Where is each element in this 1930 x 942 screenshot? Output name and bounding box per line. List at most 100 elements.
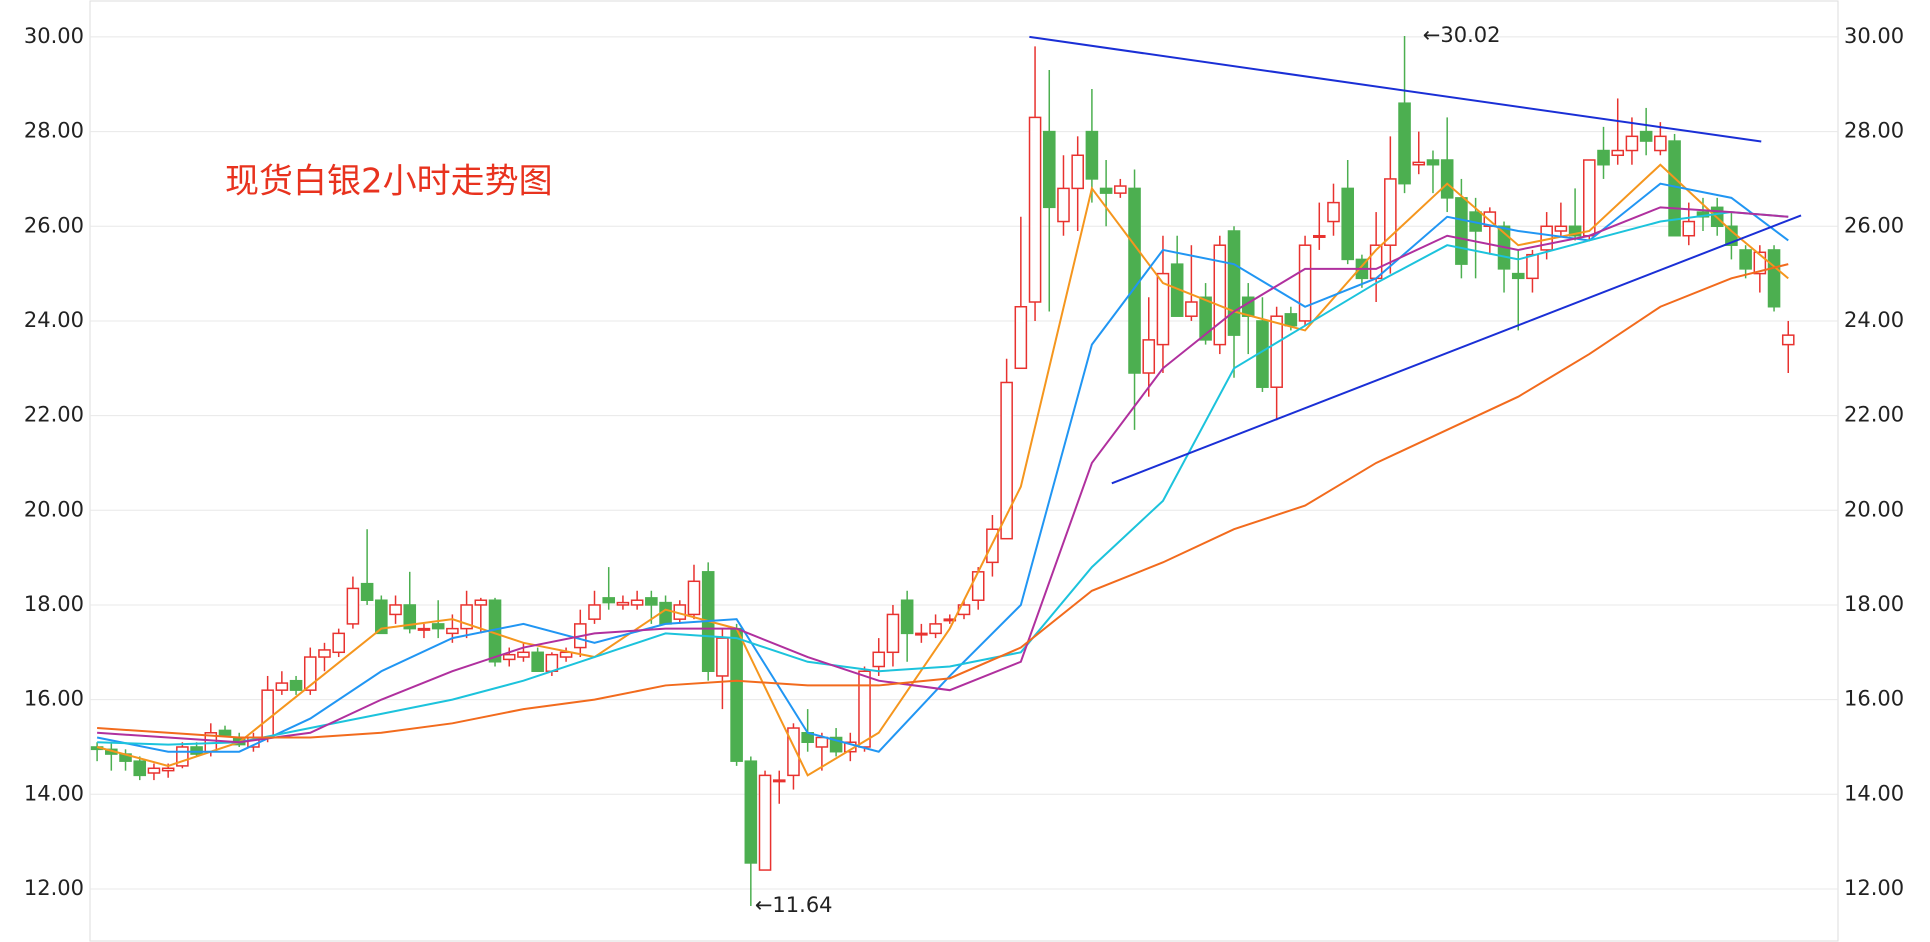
candle-body <box>190 746 203 755</box>
trend-line <box>1029 35 1762 143</box>
candle-body <box>1639 130 1653 142</box>
plot-area <box>89 0 1839 942</box>
candle-body <box>1312 234 1326 238</box>
annotation: ←11.64 <box>755 893 833 917</box>
candle-body <box>616 601 630 606</box>
candle-body <box>815 736 829 748</box>
moving-average-line <box>97 211 1789 746</box>
candle-body <box>1554 225 1568 232</box>
y-tick-label: 28.00 <box>24 119 84 143</box>
candle-body <box>261 689 274 739</box>
candle-body <box>1440 159 1454 199</box>
candle-body <box>218 729 232 736</box>
candle-body <box>1071 154 1084 190</box>
candle-body <box>1597 149 1610 166</box>
candle-body <box>1455 197 1468 265</box>
candle-body <box>1668 140 1681 237</box>
candle-body <box>1057 187 1070 223</box>
candle-body <box>687 580 701 616</box>
y2-tick-label: 14.00 <box>1844 781 1904 805</box>
moving-average-line <box>96 163 1789 777</box>
y-tick-label: 14.00 <box>24 781 84 805</box>
candle-body <box>1327 201 1340 223</box>
candle-body <box>886 613 900 654</box>
candle-body <box>1398 102 1411 185</box>
y-tick-label: 30.00 <box>24 24 84 48</box>
candle-body <box>431 623 445 630</box>
candle-body <box>133 760 147 777</box>
candle-body <box>971 571 985 601</box>
candle-body <box>289 679 303 691</box>
candle-body <box>403 604 417 630</box>
candle-body <box>389 604 402 616</box>
candle-body <box>787 727 800 777</box>
candle-body <box>517 651 530 658</box>
candle-body <box>915 632 928 636</box>
candle-body <box>986 528 999 564</box>
candle-body <box>1128 187 1141 374</box>
moving-average-line <box>96 182 1789 753</box>
moving-average-line <box>97 263 1789 739</box>
candle-body <box>332 632 345 654</box>
y2-tick-label: 16.00 <box>1844 687 1904 711</box>
candle-body <box>1042 130 1056 209</box>
candle-body <box>1583 159 1596 237</box>
candle-body <box>1412 161 1426 166</box>
candle-body <box>744 760 758 864</box>
y2-tick-label: 28.00 <box>1844 119 1904 143</box>
candle-body <box>1384 178 1397 246</box>
candle-body <box>758 774 772 871</box>
candle-body <box>1085 130 1099 180</box>
candle-body <box>929 623 942 635</box>
candle-body <box>730 627 743 762</box>
y2-tick-label: 22.00 <box>1844 403 1904 427</box>
y-tick-label: 24.00 <box>24 308 84 332</box>
trend-line <box>1111 214 1802 485</box>
y2-tick-label: 24.00 <box>1844 308 1904 332</box>
candle-body <box>1156 272 1170 346</box>
candle-body <box>1227 230 1241 336</box>
candle-body <box>360 582 374 601</box>
y-tick-label: 12.00 <box>24 876 84 900</box>
y-tick-label: 26.00 <box>24 213 84 237</box>
candle-body <box>303 656 317 691</box>
y-tick-label: 16.00 <box>24 687 84 711</box>
candle-body <box>645 597 658 606</box>
candle-body <box>1213 244 1227 346</box>
candle-body <box>1625 135 1639 152</box>
candle-body <box>346 587 360 625</box>
candle-body <box>772 779 786 783</box>
candle-body <box>531 651 544 672</box>
candle-body <box>1753 251 1767 275</box>
chart-title: 现货白银2小时走势图 <box>225 162 553 202</box>
candle-body <box>588 604 601 620</box>
candle-body <box>147 767 161 774</box>
candle-body <box>176 746 189 767</box>
candle-body <box>1099 187 1113 194</box>
y2-tick-label: 26.00 <box>1844 213 1904 237</box>
candle-body <box>858 670 871 748</box>
y2-tick-label: 20.00 <box>1844 497 1904 521</box>
candle-body <box>1028 116 1042 303</box>
annotation: ←30.02 <box>1423 23 1501 47</box>
candle-body <box>602 597 616 604</box>
candle-body <box>1298 244 1312 322</box>
candle-body <box>417 627 431 631</box>
candle-body <box>460 604 473 630</box>
candle-body <box>829 736 843 753</box>
candle-body <box>1682 220 1696 237</box>
candle-body <box>943 618 957 622</box>
candle-body <box>318 649 331 658</box>
candle-body <box>1611 149 1625 157</box>
y2-tick-label: 18.00 <box>1844 592 1904 616</box>
candle-body <box>900 599 914 635</box>
candle-body <box>1426 159 1440 166</box>
moving-average-line <box>97 206 1789 744</box>
y-tick-label: 20.00 <box>24 497 84 521</box>
candle-body <box>716 637 729 677</box>
candle-body <box>1114 185 1127 194</box>
candle-body <box>1000 381 1013 540</box>
candle-body <box>375 599 388 635</box>
candle-body <box>161 767 175 772</box>
